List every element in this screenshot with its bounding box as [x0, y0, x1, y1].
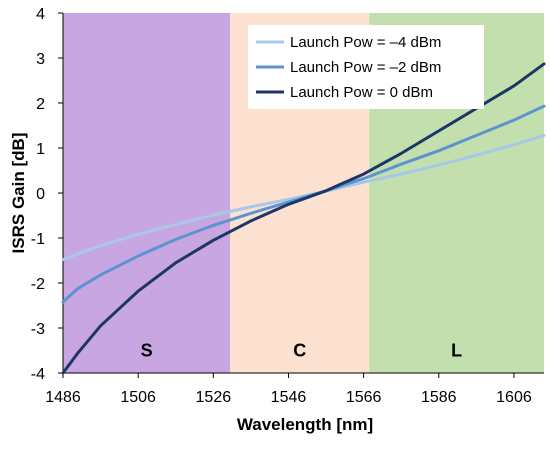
y-tick-label: 3	[36, 51, 45, 68]
x-tick-label: 1566	[346, 389, 382, 406]
series-lines	[61, 62, 546, 375]
y-tick-label: 4	[36, 6, 45, 23]
x-tick-label: 1486	[45, 389, 81, 406]
band-label-l: L	[451, 341, 462, 361]
y-tick-label: -4	[31, 366, 45, 383]
legend-entry: Launch Pow = –2 dBm	[290, 59, 441, 76]
y-tick-label: -2	[31, 276, 45, 293]
x-tick-label: 1606	[496, 389, 532, 406]
x-tick-label: 1586	[421, 389, 457, 406]
y-tick-label: 0	[36, 186, 45, 203]
y-tick-label: 2	[36, 96, 45, 113]
legend-entry: Launch Pow = 0 dBm	[290, 84, 433, 101]
band-label-s: S	[141, 341, 153, 361]
x-tick-label: 1506	[120, 389, 156, 406]
band-s	[63, 13, 231, 373]
y-axis-title: ISRS Gain [dB]	[9, 133, 28, 254]
legend: Launch Pow = –4 dBm Launch Pow = –2 dBm La…	[248, 25, 484, 109]
series-line-2	[61, 62, 546, 375]
x-tick-label: 1526	[196, 389, 232, 406]
y-tick-label: 1	[36, 141, 45, 158]
x-tick-label: 1546	[271, 389, 307, 406]
y-tick-label: -1	[31, 231, 45, 248]
x-axis-title: Wavelength [nm]	[237, 415, 373, 434]
y-tick-label: -3	[31, 321, 45, 338]
legend-entry: Launch Pow = –4 dBm	[290, 34, 441, 51]
band-label-c: C	[293, 341, 306, 361]
legend-box	[248, 25, 484, 109]
